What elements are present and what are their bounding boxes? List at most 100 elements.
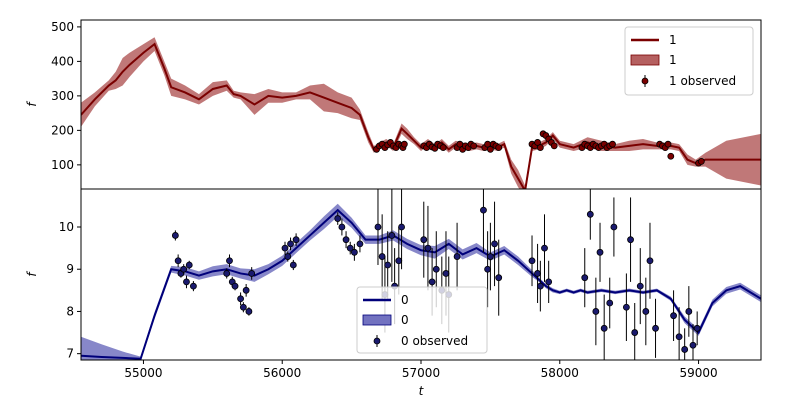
y-tick-label: 9	[66, 262, 74, 276]
data-point	[180, 265, 188, 273]
data-point	[689, 341, 697, 349]
x-tick-label: 57000	[402, 366, 440, 380]
x-tick-label: 58000	[541, 366, 579, 380]
legend-box	[624, 26, 754, 96]
data-point	[528, 257, 536, 265]
legend-band-swatch	[362, 314, 392, 326]
data-point	[183, 278, 190, 286]
data-point	[646, 257, 654, 265]
y-axis-label: f	[25, 271, 39, 277]
data-point	[350, 248, 358, 256]
data-point	[428, 278, 436, 286]
legend-label: 1 observed	[669, 74, 736, 88]
data-point	[486, 145, 494, 153]
x-tick-label: 55000	[124, 366, 162, 380]
data-point	[541, 244, 548, 252]
y-tick-label: 10	[59, 220, 74, 234]
data-point	[495, 144, 503, 152]
y-tick-label: 300	[51, 89, 74, 103]
x-axis-label: t	[419, 384, 425, 398]
data-point	[480, 206, 487, 214]
data-point	[289, 261, 297, 269]
data-point	[287, 240, 294, 248]
data-point	[664, 140, 672, 148]
y-tick-label: 200	[51, 123, 74, 137]
data-point	[174, 257, 182, 265]
data-point	[550, 142, 558, 150]
data-point	[395, 257, 403, 265]
confidence-band-1	[81, 37, 761, 189]
data-point	[596, 248, 604, 256]
data-point	[424, 244, 432, 252]
data-point	[398, 223, 405, 231]
data-point	[248, 270, 256, 277]
data-point	[223, 270, 231, 277]
data-point	[470, 142, 478, 150]
x-tick-label: 56000	[263, 366, 301, 380]
data-point	[693, 324, 701, 332]
data-point	[536, 144, 544, 152]
y-tick-label: 500	[51, 20, 74, 34]
data-point	[439, 144, 447, 152]
data-point	[237, 295, 244, 303]
y-tick-label: 8	[66, 304, 74, 318]
data-point	[292, 236, 300, 244]
data-point	[185, 261, 193, 269]
y-tick-label: 400	[51, 54, 74, 68]
data-point	[338, 223, 346, 231]
data-point	[495, 274, 503, 282]
data-point	[432, 265, 440, 273]
data-point	[670, 312, 677, 320]
data-point	[284, 253, 292, 260]
data-point	[592, 308, 600, 315]
legend-label: 1	[669, 33, 677, 47]
data-point	[606, 299, 614, 307]
legend-box	[356, 286, 488, 354]
data-point	[491, 240, 498, 248]
y-tick-label: 7	[66, 347, 74, 361]
plot-area	[81, 37, 761, 189]
y-tick-label: 100	[51, 158, 74, 172]
data-point	[342, 236, 350, 244]
data-point	[536, 282, 544, 290]
data-point	[245, 308, 253, 315]
y-axis-label: f	[25, 101, 39, 107]
data-point	[600, 324, 608, 332]
data-point	[442, 270, 450, 277]
data-point	[226, 257, 233, 265]
x-tick-label: 59000	[679, 366, 717, 380]
plot-area	[81, 189, 761, 360]
data-point	[610, 223, 618, 231]
data-point	[400, 140, 408, 148]
data-point	[642, 308, 650, 315]
legend: 1 1 1 observed	[624, 26, 754, 96]
data-point	[486, 253, 494, 260]
data-point	[675, 333, 683, 341]
data-point	[581, 274, 589, 282]
data-point	[388, 232, 396, 239]
data-point	[622, 303, 630, 311]
legend-label: 0 observed	[401, 334, 468, 348]
top-panel: 100 200 300 400 500 f 1 1 1 observed	[25, 19, 762, 190]
data-point	[609, 140, 616, 148]
data-point	[453, 253, 461, 260]
data-point	[242, 286, 250, 294]
legend-label: 0	[401, 313, 409, 327]
legend-label: 1	[669, 53, 677, 67]
legend-band-swatch	[630, 54, 660, 66]
data-point	[627, 236, 634, 244]
data-point	[631, 329, 639, 336]
data-point	[586, 210, 594, 218]
data-point	[378, 253, 386, 260]
data-point	[384, 261, 392, 269]
data-point	[484, 265, 492, 273]
data-point	[334, 215, 342, 222]
data-point	[239, 303, 247, 311]
data-point	[545, 278, 553, 286]
data-point	[231, 282, 239, 290]
data-point	[171, 232, 179, 239]
bottom-panel: 7 8 9 10 55000 56000 57000 58000 59000 f t 0 0 0 obse…	[25, 188, 762, 398]
legend-label: 0	[401, 293, 409, 307]
data-point	[685, 308, 693, 315]
